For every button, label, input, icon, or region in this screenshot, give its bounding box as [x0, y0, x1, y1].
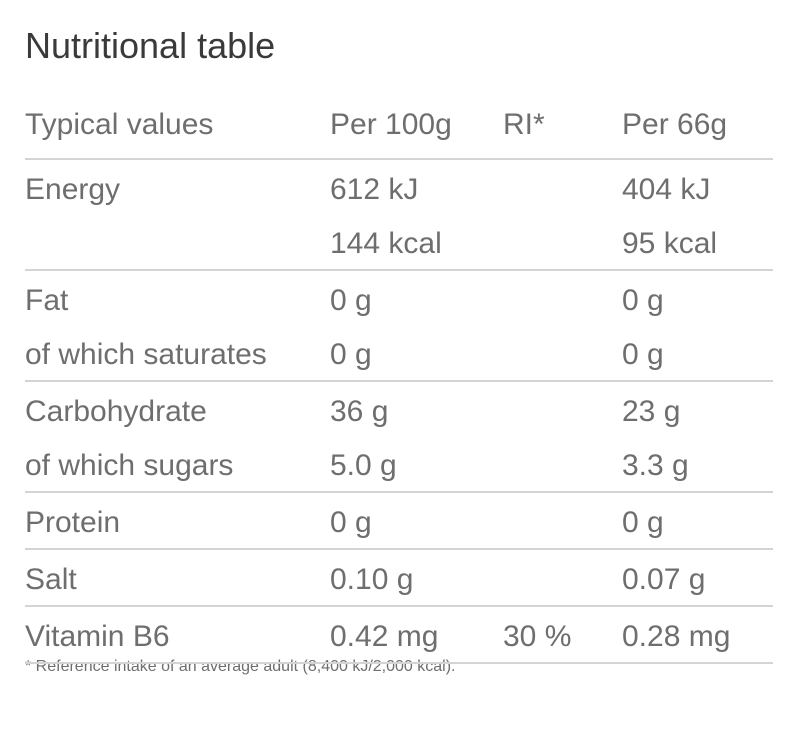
header-per-100g: Per 100g	[330, 108, 452, 141]
header-per-66g: Per 66g	[622, 108, 728, 141]
cell-per-66g: 0.28 mg	[622, 620, 731, 653]
cell-nutrient: Vitamin B6	[25, 620, 170, 653]
cell-per-100g: 612 kJ	[330, 173, 419, 206]
divider	[25, 380, 773, 382]
cell-nutrient: of which sugars	[25, 449, 234, 482]
divider	[25, 158, 773, 160]
cell-per-100g: 0.10 g	[330, 563, 414, 596]
cell-per-66g: 95 kcal	[622, 227, 718, 260]
cell-per-100g: 36 g	[330, 395, 389, 428]
cell-per-66g: 0 g	[622, 338, 664, 371]
cell-per-100g: 0 g	[330, 506, 372, 539]
cell-nutrient: Fat	[25, 284, 69, 317]
cell-ri: 30 %	[503, 620, 572, 653]
cell-per-100g: 0 g	[330, 338, 372, 371]
cell-per-66g: 3.3 g	[622, 449, 689, 482]
header-ri: RI*	[503, 108, 545, 141]
cell-per-66g: 404 kJ	[622, 173, 711, 206]
cell-per-66g: 0 g	[622, 284, 664, 317]
cell-nutrient: Salt	[25, 563, 77, 596]
divider	[25, 548, 773, 550]
divider	[25, 491, 773, 493]
divider	[25, 605, 773, 607]
cell-per-66g: 0.07 g	[622, 563, 706, 596]
cell-nutrient: of which saturates	[25, 338, 267, 371]
cell-nutrient: Protein	[25, 506, 121, 539]
divider	[25, 269, 773, 271]
header-nutrient: Typical values	[25, 108, 214, 141]
divider	[25, 662, 773, 664]
cell-nutrient: Carbohydrate	[25, 395, 207, 428]
cell-per-100g: 144 kcal	[330, 227, 442, 260]
cell-per-66g: 0 g	[622, 506, 664, 539]
cell-per-66g: 23 g	[622, 395, 681, 428]
cell-nutrient: Energy	[25, 173, 121, 206]
cell-per-100g: 0.42 mg	[330, 620, 439, 653]
title: Nutritional table	[25, 25, 276, 66]
cell-per-100g: 0 g	[330, 284, 372, 317]
cell-per-100g: 5.0 g	[330, 449, 397, 482]
